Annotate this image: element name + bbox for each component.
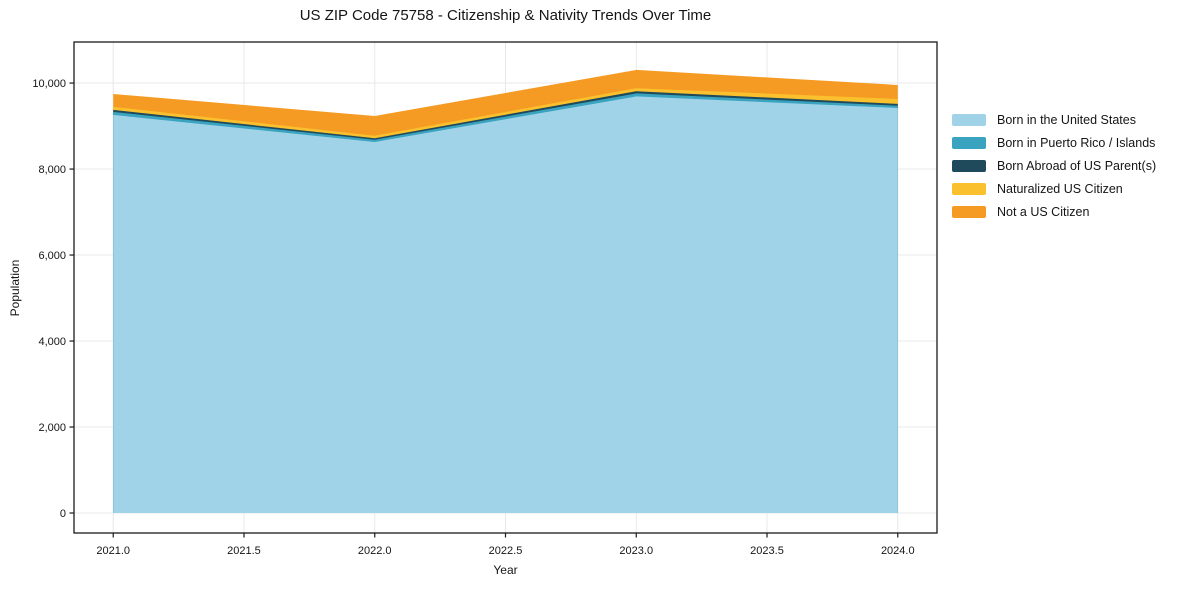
y-tick-label: 10,000 — [32, 78, 66, 90]
chart-title: US ZIP Code 75758 - Citizenship & Nativi… — [299, 7, 712, 24]
x-tick-label: 2021.0 — [96, 545, 130, 557]
legend-label: Naturalized US Citizen — [997, 181, 1123, 196]
x-tick-label: 2022.0 — [358, 545, 392, 557]
area-series-0 — [113, 96, 898, 514]
y-tick-label: 2,000 — [38, 422, 66, 434]
legend: Born in the United States Born in Puerto… — [952, 108, 1156, 223]
legend-swatch-born-us-icon — [952, 113, 986, 126]
legend-item: Naturalized US Citizen — [952, 177, 1156, 200]
legend-swatch-naturalized-icon — [952, 182, 986, 195]
legend-label: Not a US Citizen — [997, 204, 1090, 219]
y-tick-label: 4,000 — [38, 336, 66, 348]
legend-item: Born Abroad of US Parent(s) — [952, 154, 1156, 177]
y-tick-label: 8,000 — [38, 164, 66, 176]
y-axis-label: Population — [8, 259, 22, 317]
legend-label: Born in Puerto Rico / Islands — [997, 135, 1156, 150]
x-axis-label: Year — [493, 563, 518, 577]
x-tick-label: 2022.5 — [489, 545, 523, 557]
x-tick-label: 2023.0 — [619, 545, 653, 557]
legend-swatch-born-pr-icon — [952, 136, 986, 149]
y-tick-label: 0 — [60, 508, 66, 520]
legend-item: Born in Puerto Rico / Islands — [952, 131, 1156, 154]
x-tick-label: 2021.5 — [227, 545, 261, 557]
x-tick-label: 2024.0 — [881, 545, 915, 557]
legend-swatch-not-citizen-icon — [952, 205, 986, 218]
legend-item: Not a US Citizen — [952, 200, 1156, 223]
legend-item: Born in the United States — [952, 108, 1156, 131]
legend-label: Born in the United States — [997, 112, 1136, 127]
legend-label: Born Abroad of US Parent(s) — [997, 158, 1157, 173]
legend-swatch-born-abroad-icon — [952, 159, 986, 172]
x-tick-label: 2023.5 — [750, 545, 784, 557]
y-tick-label: 6,000 — [38, 250, 66, 262]
